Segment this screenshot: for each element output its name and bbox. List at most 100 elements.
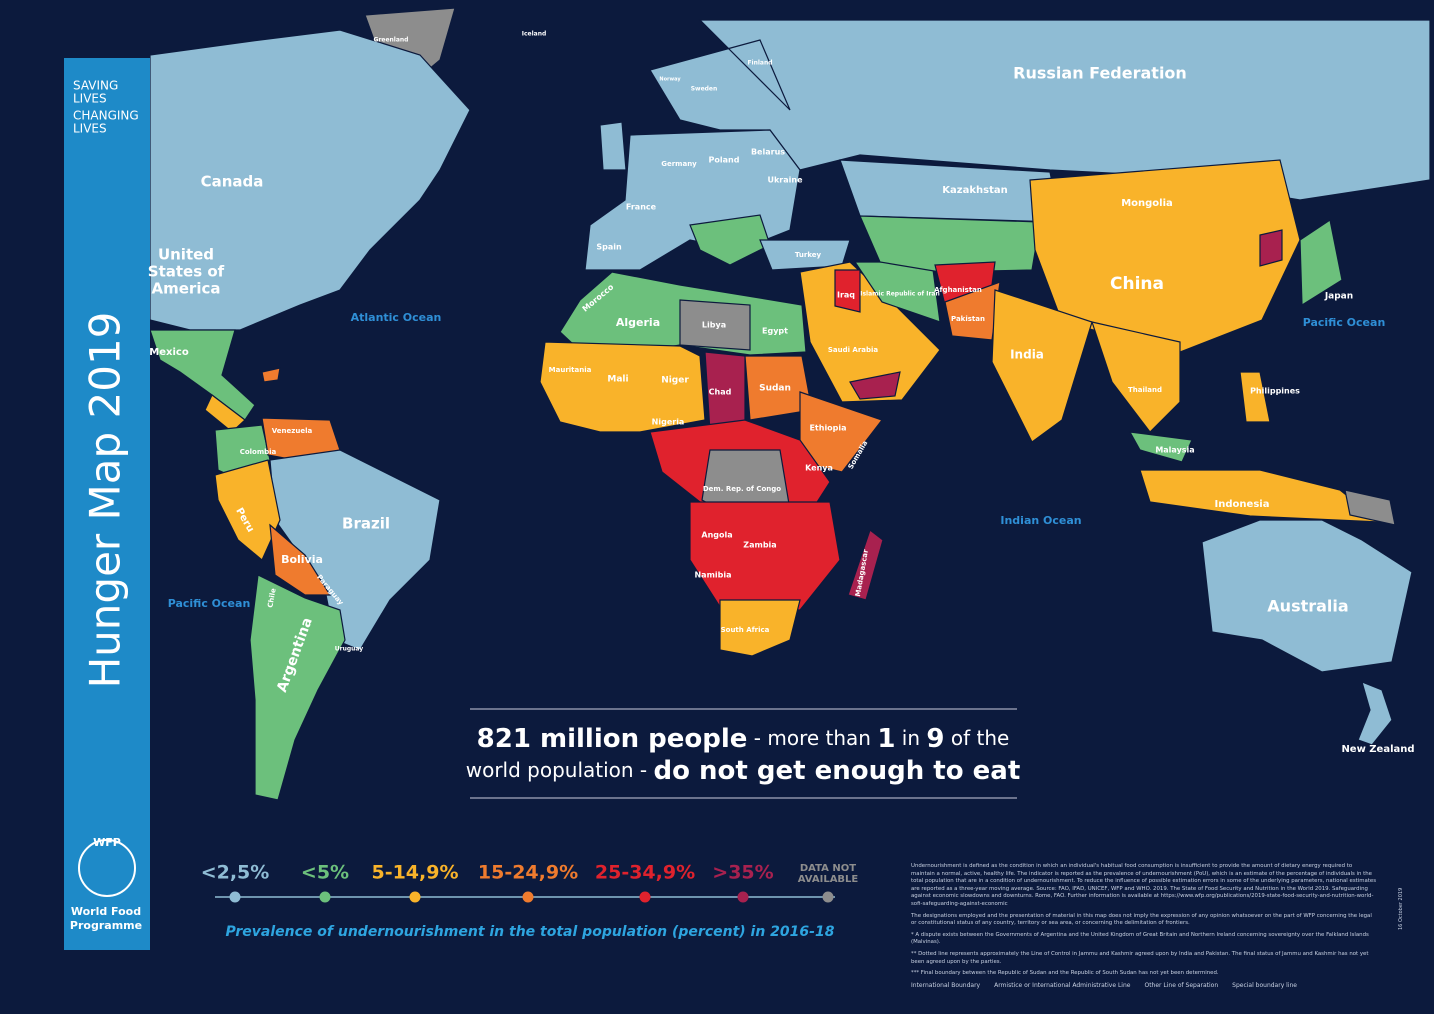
ocean-label: Indian Ocean	[1000, 514, 1081, 527]
map-label: Poland	[709, 156, 740, 165]
tagline: LIVES	[73, 92, 107, 106]
map-label: India	[1010, 348, 1044, 362]
country-area	[269, 523, 332, 596]
map-label: Sudan	[759, 384, 791, 394]
date: 16 October 2019	[1398, 887, 1404, 930]
country-area	[859, 215, 1041, 273]
headline-part: world population -	[466, 758, 654, 782]
ocean-label: Atlantic Ocean	[351, 311, 442, 324]
logo-acronym: WFP	[93, 836, 121, 849]
country-area	[249, 574, 346, 801]
sidebar	[64, 58, 150, 950]
country-area	[214, 459, 281, 561]
map-label: Spain	[596, 243, 622, 252]
boundary-type: Armistice or International Administrativ…	[994, 981, 1131, 989]
map-label: Algeria	[616, 316, 660, 329]
map-label: Saudi Arabia	[828, 346, 879, 354]
country-area	[689, 214, 771, 266]
map-label: South Africa	[721, 626, 770, 634]
country-area	[834, 269, 861, 313]
headline-part: do not get enough to eat	[654, 756, 1021, 786]
map-label: Islamic Republic of Iran	[860, 291, 940, 298]
map-label: Bolivia	[281, 553, 323, 566]
map-label: Norway	[659, 77, 681, 83]
map-label: China	[1110, 274, 1164, 294]
map-label: Australia	[1267, 597, 1348, 616]
country-area	[1259, 229, 1283, 267]
map-label: Thailand	[1128, 386, 1162, 394]
map-label: Uruguay	[335, 646, 364, 653]
map-label: United	[158, 246, 214, 264]
boundary-type: Special boundary line	[1232, 981, 1297, 989]
ocean-label: Pacific Ocean	[168, 597, 251, 610]
country-area	[1201, 519, 1413, 673]
logo-emblem	[78, 839, 136, 897]
map-label: Chad	[709, 388, 732, 397]
disclaimer: *** Final boundary between the Republic …	[911, 970, 1219, 977]
legend-marker	[319, 891, 331, 903]
country-area	[1357, 680, 1393, 746]
legend-label: AVAILABLE	[798, 874, 859, 885]
map-label: Pakistan	[951, 315, 985, 323]
map-label: Canada	[201, 173, 264, 191]
boundary-type: Other Line of Separation	[1144, 981, 1219, 989]
country-area	[1128, 431, 1193, 463]
legend-label: >35%	[712, 862, 773, 884]
country-area	[991, 289, 1093, 443]
map-label: Afghanistan	[934, 286, 982, 294]
legend-label: 25-34,9%	[595, 862, 695, 884]
logo-name: Programme	[70, 919, 142, 932]
headline: world population - do not get enough to …	[466, 756, 1021, 786]
map-label: Nigeria	[652, 418, 685, 427]
legend-marker	[229, 891, 241, 903]
country-area	[944, 281, 1001, 341]
legend-marker	[639, 891, 651, 903]
legend-label: <5%	[301, 862, 349, 884]
tagline: LIVES	[73, 122, 107, 136]
legend-marker	[822, 891, 834, 903]
legend-marker	[737, 891, 749, 903]
country-area	[689, 501, 841, 611]
headline-part: in	[895, 726, 926, 750]
country-area	[261, 367, 281, 383]
legend-label: 15-24,9%	[478, 862, 578, 884]
headline-part: 9	[926, 724, 944, 754]
disclaimer: * A dispute exists between the Governmen…	[911, 931, 1369, 946]
boundary-key: International Boundary Armistice or Inte…	[911, 982, 1377, 990]
map-label: Namibia	[694, 571, 731, 580]
map-label: Dem. Rep. of Congo	[703, 485, 781, 493]
country-area	[847, 529, 884, 601]
headline-part: 821 million people	[477, 724, 748, 754]
map-label: Japan	[1324, 292, 1353, 302]
country-area	[1139, 469, 1382, 523]
map-label: France	[626, 203, 657, 212]
country-area	[1344, 489, 1396, 526]
legend-label: 5-14,9%	[371, 862, 458, 884]
headline: 821 million people - more than 1 in 9 of…	[477, 724, 1010, 754]
country-area	[799, 391, 883, 473]
map-label: Chile	[266, 587, 277, 608]
map-label: Mali	[607, 375, 628, 385]
definition: Undernourishment is defined as the condi…	[911, 863, 1377, 907]
country-area	[849, 371, 901, 400]
map-label: Colombia	[240, 448, 277, 456]
map-label: America	[152, 280, 221, 298]
map-label: Sweden	[691, 86, 718, 93]
map-label: Venezuela	[272, 427, 313, 435]
country-area	[149, 329, 256, 421]
country-area	[539, 341, 706, 433]
legend-marker	[522, 891, 534, 903]
map-label: Brazil	[342, 515, 390, 533]
map-label: Russian Federation	[1013, 64, 1187, 83]
legend-marker	[409, 891, 421, 903]
map-label: Angola	[701, 531, 732, 540]
country-area	[1239, 371, 1271, 423]
notes: Undernourishment is defined as the condi…	[911, 863, 1377, 989]
map-label: Libya	[702, 321, 726, 330]
headline-part: 1	[877, 724, 895, 754]
map-label: Iceland	[522, 31, 547, 38]
map-label: Greenland	[374, 37, 409, 44]
ocean-label: Pacific Ocean	[1303, 316, 1386, 329]
map-label: Zambia	[743, 541, 776, 550]
